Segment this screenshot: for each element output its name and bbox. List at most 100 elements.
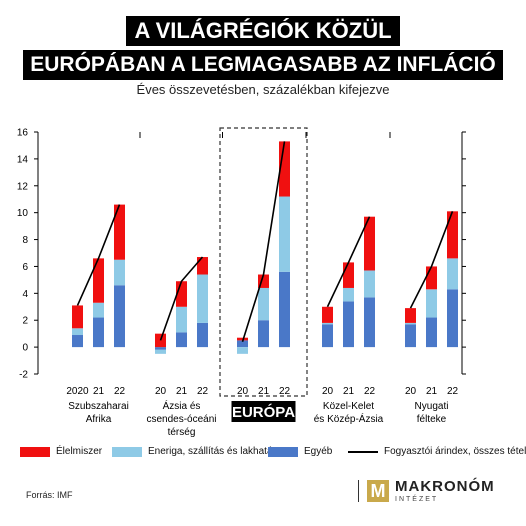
x-year-label: 20 — [155, 386, 167, 397]
x-year-label: 22 — [364, 386, 376, 397]
region-label: EURÓPA — [232, 403, 295, 421]
bar-segment-food — [72, 305, 83, 329]
region-label: Közel-Kelet — [323, 401, 374, 412]
legend-swatch-food — [20, 446, 50, 457]
bar-segment-food — [197, 257, 208, 275]
bar-segment-energy — [343, 287, 354, 302]
x-year-label: 21 — [93, 386, 105, 397]
x-year-label: 20 — [237, 386, 249, 397]
cpi-total-line — [241, 141, 286, 342]
legend-swatch-energy — [112, 446, 142, 457]
logo-divider — [358, 480, 359, 502]
bar-segment-food — [343, 262, 354, 288]
y-tick-label: 6 — [22, 262, 28, 273]
legend-item-food: Élelmiszer — [20, 446, 102, 457]
x-year-label: 2020 — [66, 386, 89, 397]
x-year-label: 22 — [114, 386, 126, 397]
legend-item-line: Fogyasztói árindex, összes tétel — [348, 446, 526, 457]
logo-text: MAKRONÓM INTÉZET — [395, 479, 495, 503]
bar-segment-other — [405, 324, 416, 348]
legend: Élelmiszer Eneriga, szállítás és lakhatá… — [20, 446, 526, 460]
logo-subtitle: INTÉZET — [395, 496, 439, 503]
region-label: Afrika — [86, 414, 112, 425]
bar-segment-food — [405, 308, 416, 323]
bar-segment-other — [343, 301, 354, 348]
y-tick-label: 4 — [22, 289, 28, 300]
bar-segment-energy — [176, 306, 187, 333]
legend-swatch-line — [348, 450, 378, 453]
bar-segment-other — [426, 317, 437, 348]
legend-label-food: Élelmiszer — [56, 446, 103, 457]
bar-segment-food — [237, 337, 248, 341]
region-label: Szubszaharai — [68, 401, 129, 412]
europe-highlight-box — [219, 127, 308, 397]
cpi-total-line — [159, 256, 204, 341]
bar-segment-energy — [155, 349, 166, 354]
x-year-label: 21 — [343, 386, 355, 397]
bar-segment-energy — [279, 196, 290, 272]
bar-segment-energy — [258, 287, 269, 321]
bar-segment-other — [197, 322, 208, 348]
y-tick-label: -2 — [19, 370, 28, 381]
bar-segment-food — [93, 258, 104, 303]
bar-segment-food — [114, 204, 125, 260]
x-year-label: 21 — [258, 386, 270, 397]
title-text-1: A VILÁGRÉGIÓK KÖZÜL — [126, 16, 400, 46]
title-line-1: A VILÁGRÉGIÓK KÖZÜL — [0, 16, 526, 46]
x-year-label: 20 — [322, 386, 334, 397]
logo: M MAKRONÓM INTÉZET — [358, 478, 495, 504]
bar-segment-food — [447, 211, 458, 259]
source-note: Forrás: IMF — [26, 490, 73, 500]
bar-segment-other — [114, 285, 125, 348]
region-label: csendes-óceáni — [146, 414, 216, 425]
bar-segment-other — [237, 340, 248, 348]
bar-segment-food — [322, 306, 333, 323]
chart-subtitle: Éves összevetésben, százalékban kifejezv… — [136, 82, 390, 97]
x-year-label: 22 — [279, 386, 291, 397]
region-label: Ázsia és — [163, 399, 201, 412]
bar-segment-energy — [114, 259, 125, 286]
y-tick-label: 8 — [22, 235, 28, 246]
x-year-label: 22 — [447, 386, 459, 397]
bar-segment-food — [426, 266, 437, 290]
title-line-2: EURÓPÁBAN A LEGMAGASABB AZ INFLÁCIÓ — [0, 50, 526, 80]
bar-segment-energy — [237, 347, 248, 354]
bar-segment-other — [258, 320, 269, 348]
legend-label-other: Egyéb — [304, 446, 333, 457]
bar-segment-other — [447, 289, 458, 348]
y-tick-label: 14 — [17, 154, 29, 165]
x-year-label: 20 — [405, 386, 417, 397]
bar-segment-other — [322, 324, 333, 348]
bar-segment-energy — [197, 274, 208, 323]
bar-segment-other — [176, 332, 187, 348]
bar-segment-other — [364, 297, 375, 348]
x-year-label: 22 — [197, 386, 209, 397]
x-year-label: 21 — [426, 386, 438, 397]
legend-label-line: Fogyasztói árindex, összes tétel — [384, 446, 526, 457]
y-tick-label: 0 — [22, 343, 28, 354]
bar-segment-food — [279, 141, 290, 197]
logo-mark-icon: M — [367, 480, 389, 502]
title-text-2: EURÓPÁBAN A LEGMAGASABB AZ INFLÁCIÓ — [23, 50, 503, 80]
bar-segment-energy — [364, 270, 375, 298]
legend-label-energy: Eneriga, szállítás és lakhatás — [148, 446, 278, 457]
legend-swatch-other — [268, 446, 298, 457]
bar-segment-food — [176, 281, 187, 307]
legend-item-energy: Eneriga, szállítás és lakhatás — [112, 446, 278, 457]
bar-segment-other — [93, 317, 104, 348]
legend-item-other: Egyéb — [268, 446, 332, 457]
bar-segment-other — [279, 271, 290, 348]
region-label: térség — [168, 427, 196, 438]
bar-segment-energy — [426, 289, 437, 318]
y-tick-label: 10 — [17, 208, 29, 219]
bar-segment-energy — [405, 322, 416, 325]
bar-segment-food — [364, 216, 375, 271]
bar-segment-other — [155, 347, 166, 350]
region-label-highlight-bg — [231, 401, 296, 422]
region-label: és Közép-Ázsia — [314, 412, 384, 425]
cpi-total-line — [409, 211, 454, 309]
region-label: félteke — [417, 414, 447, 425]
x-year-label: 21 — [176, 386, 188, 397]
region-label: Nyugati — [415, 401, 449, 412]
